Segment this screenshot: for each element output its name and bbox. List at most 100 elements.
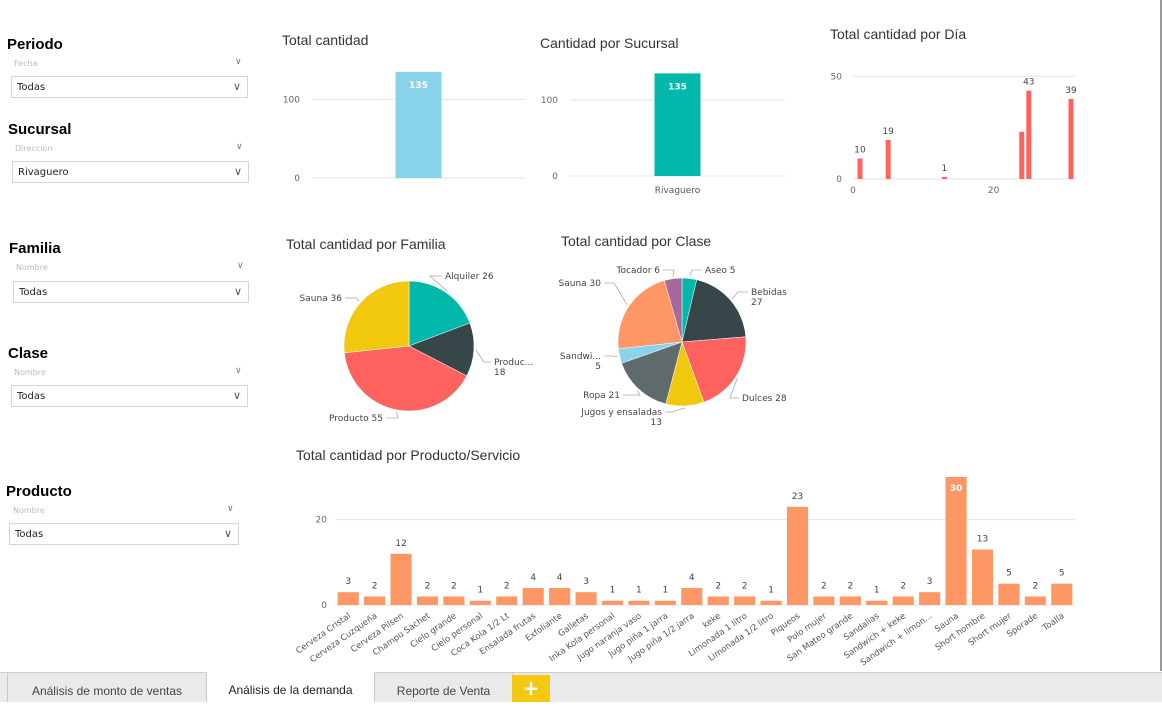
x-tick-label-dia: 20 — [988, 186, 1000, 196]
data-label-producto: 2 — [847, 581, 853, 591]
slice-label-familia: Sauna 36 — [300, 294, 343, 304]
data-label-producto: 1 — [662, 586, 668, 596]
y-tick-label-dia: 50 — [831, 72, 843, 82]
data-label-total: 135 — [409, 81, 428, 91]
bar-producto — [681, 588, 702, 605]
slice-label-familia: 18 — [494, 368, 506, 378]
data-label-producto: 4 — [689, 573, 695, 583]
leader-line-clase — [663, 270, 674, 277]
data-label-producto: 3 — [345, 577, 351, 587]
bar-producto — [523, 588, 544, 605]
data-label-producto: 3 — [583, 577, 589, 587]
y-tick-label-dia: 0 — [836, 175, 842, 185]
data-label-dia: 43 — [1023, 78, 1034, 88]
y-tick-label-total: 100 — [283, 95, 300, 105]
data-label-producto: 2 — [742, 581, 748, 591]
bar-producto — [496, 596, 517, 605]
leader-line-clase — [665, 408, 685, 412]
bar-producto — [787, 507, 808, 605]
data-label-producto: 1 — [874, 586, 880, 596]
data-label-producto: 4 — [557, 573, 563, 583]
data-label-dia: 19 — [882, 127, 894, 137]
y-tick-label-sucursal: 0 — [552, 172, 558, 182]
page-tab-bar: Análisis de monto de ventas Análisis de … — [0, 672, 1162, 702]
bar-producto — [443, 596, 464, 605]
slice-label-familia: Producto 55 — [329, 414, 383, 424]
data-label-producto: 3 — [927, 577, 933, 587]
slice-label-clase: Sauna 30 — [559, 279, 602, 289]
data-label-producto: 2 — [715, 581, 721, 591]
data-label-producto: 23 — [792, 492, 803, 502]
slice-label-clase: Sandwi... — [560, 352, 601, 362]
data-label-sucursal: 135 — [668, 82, 687, 92]
bar-producto — [655, 601, 676, 605]
bar-producto — [893, 596, 914, 605]
bar-producto — [734, 596, 755, 605]
data-label-producto: 13 — [977, 535, 988, 545]
data-label-producto: 1 — [477, 586, 483, 596]
leader-line-clase — [732, 292, 748, 299]
data-label-dia: 39 — [1065, 86, 1077, 96]
bar-dia — [1019, 132, 1024, 179]
bar-producto — [919, 592, 940, 605]
bar-producto — [549, 588, 570, 605]
slice-label-clase: Tocador 6 — [616, 266, 661, 276]
x-tick-label-sucursal: Rivaguero — [655, 186, 701, 196]
bar-dia — [942, 177, 947, 179]
leader-line-familia — [386, 412, 398, 418]
slice-label-clase: 5 — [595, 362, 601, 372]
x-tick-label-producto: Toalla — [1040, 611, 1066, 634]
data-label-producto: 5 — [1059, 569, 1065, 579]
data-label-producto: 4 — [530, 573, 536, 583]
bar-producto — [813, 596, 834, 605]
bar-dia — [1069, 99, 1074, 179]
bar-producto — [1051, 584, 1072, 605]
bar-producto — [972, 550, 993, 605]
data-label-producto: 30 — [950, 484, 963, 494]
slice-label-familia: Alquiler 26 — [445, 272, 494, 282]
slice-label-clase: Jugos y ensaladas — [580, 408, 662, 418]
pie-slice-familia — [344, 281, 409, 353]
bar-producto — [840, 596, 861, 605]
data-label-producto: 2 — [372, 581, 378, 591]
data-label-producto: 12 — [395, 539, 406, 549]
tab-reporte-venta[interactable]: Reporte de Venta — [374, 673, 513, 702]
data-label-producto: 1 — [610, 586, 616, 596]
leader-line-clase — [690, 270, 702, 276]
data-label-producto: 5 — [1006, 569, 1012, 579]
slice-label-clase: Ropa 21 — [583, 391, 620, 401]
bar-producto — [761, 601, 782, 605]
leader-line-familia — [345, 298, 359, 301]
bar-dia — [886, 140, 891, 179]
x-tick-label-dia: 0 — [850, 186, 856, 196]
bar-producto — [866, 601, 887, 605]
tab-analisis-monto-ventas[interactable]: Análisis de monto de ventas — [7, 673, 207, 702]
slice-label-clase: Aseo 5 — [705, 266, 735, 276]
data-label-producto: 2 — [1032, 581, 1038, 591]
tab-analisis-demanda[interactable]: Análisis de la demanda — [206, 672, 375, 702]
add-page-button[interactable]: + — [512, 675, 550, 702]
bar-producto — [708, 596, 729, 605]
y-tick-label-sucursal: 100 — [541, 96, 558, 106]
leader-line-clase — [604, 283, 627, 305]
data-label-producto: 2 — [504, 581, 510, 591]
slice-label-familia: Produc... — [494, 358, 533, 368]
y-tick-label-total: 0 — [294, 174, 300, 184]
data-label-producto: 2 — [821, 581, 827, 591]
bar-producto — [628, 601, 649, 605]
data-label-producto: 2 — [451, 581, 457, 591]
leader-line-familia — [476, 350, 491, 362]
slice-label-clase: Dulces 28 — [742, 394, 787, 404]
y-tick-label-producto: 20 — [316, 516, 328, 526]
data-label-dia: 10 — [854, 145, 866, 155]
slice-label-clase: 27 — [751, 298, 762, 308]
bar-producto — [470, 601, 491, 605]
bar-producto — [576, 592, 597, 605]
slice-label-clase: Bebidas — [751, 288, 787, 298]
data-label-producto: 1 — [636, 586, 642, 596]
data-label-producto: 1 — [768, 586, 774, 596]
bar-producto — [1025, 596, 1046, 605]
bar-producto — [391, 554, 412, 605]
bar-producto — [998, 584, 1019, 605]
